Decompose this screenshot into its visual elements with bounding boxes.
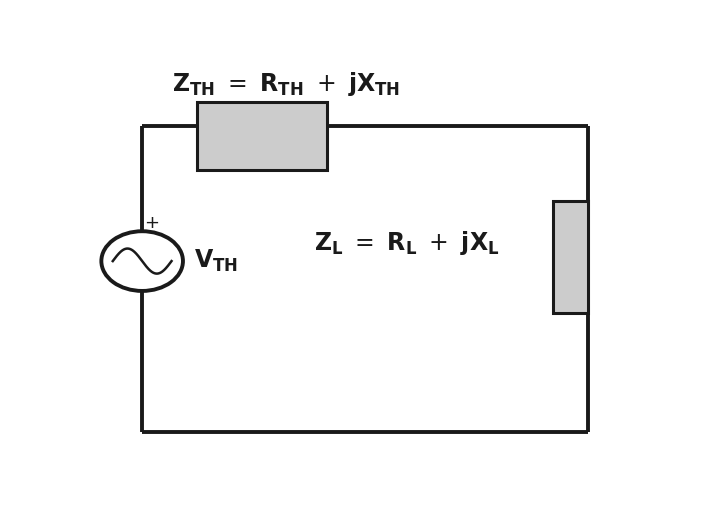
Bar [553, 201, 588, 313]
Text: $\mathbf{Z}_{\mathbf{L}}\ =\ \mathbf{R}_{\mathbf{L}}\ +\ \mathbf{jX}_{\mathbf{L}: $\mathbf{Z}_{\mathbf{L}}\ =\ \mathbf{R}_… [314, 229, 499, 257]
Text: $\mathbf{V}_{\mathbf{TH}}$: $\mathbf{V}_{\mathbf{TH}}$ [194, 248, 238, 274]
Text: $\mathbf{Z}_{\mathbf{TH}}\ =\ \mathbf{R}_{\mathbf{TH}}\ +\ \mathbf{jX}_{\mathbf{: $\mathbf{Z}_{\mathbf{TH}}\ =\ \mathbf{R}… [172, 70, 400, 98]
Text: +: + [144, 214, 159, 232]
Bar [197, 102, 327, 170]
